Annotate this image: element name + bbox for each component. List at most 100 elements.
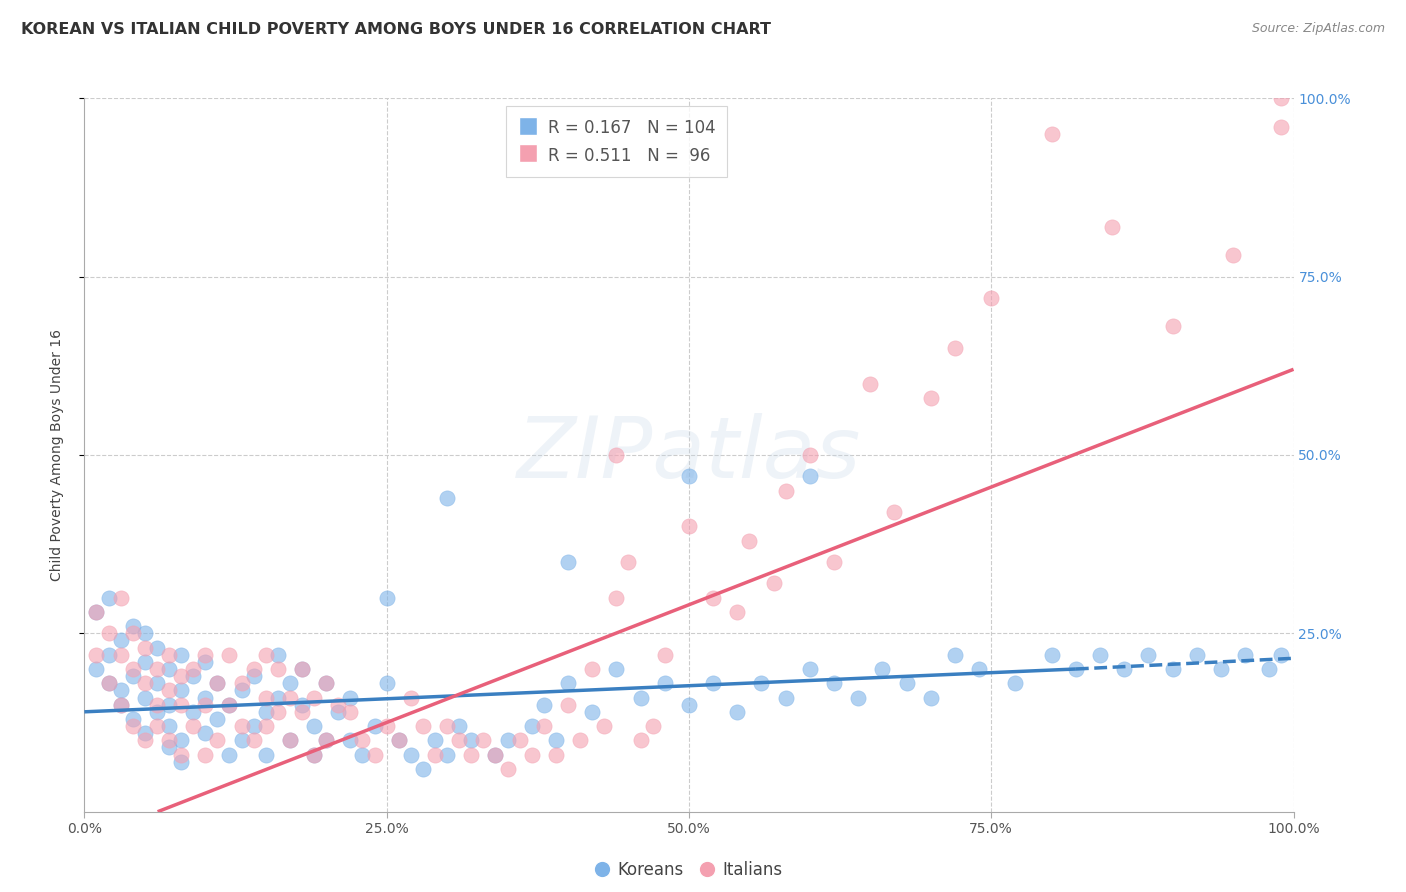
Point (412, 762, 434, 776)
Point (134, 626, 156, 640)
Point (1270, 648, 1292, 662)
Point (725, 605, 748, 619)
Point (1064, 662, 1087, 676)
Point (157, 683, 180, 698)
Point (254, 648, 277, 662)
Point (278, 733, 301, 747)
Point (278, 676, 301, 690)
Point (157, 698, 180, 712)
Point (1222, 248, 1244, 262)
Point (533, 698, 555, 712)
Point (207, 676, 229, 690)
Point (630, 733, 652, 747)
Point (654, 676, 676, 690)
Point (678, 469, 700, 483)
Point (509, 733, 531, 747)
Point (97, 648, 120, 662)
Point (134, 640, 156, 655)
Point (121, 719, 143, 733)
Point (557, 555, 579, 569)
Point (702, 676, 724, 690)
Point (363, 747, 385, 762)
Point (242, 733, 264, 747)
Point (242, 662, 264, 676)
Point (1161, 319, 1184, 334)
Point (134, 690, 156, 705)
Point (254, 719, 277, 733)
Point (363, 719, 385, 733)
Point (449, 719, 471, 733)
Point (496, 762, 519, 776)
Point (544, 733, 567, 747)
Point (97, 591, 120, 605)
Point (110, 591, 132, 605)
Point (194, 648, 217, 662)
Point (146, 676, 169, 690)
Point (399, 747, 422, 762)
Point (146, 662, 169, 676)
Point (267, 662, 290, 676)
Point (520, 719, 543, 733)
Point (170, 648, 193, 662)
Point (302, 690, 325, 705)
Point (339, 690, 361, 705)
Point (1088, 648, 1111, 662)
Text: ZIPatlas: ZIPatlas (517, 413, 860, 497)
Point (207, 733, 229, 747)
Point (194, 726, 217, 740)
Point (267, 705, 290, 719)
Point (242, 669, 264, 683)
Legend: Koreans, Italians: Koreans, Italians (589, 855, 789, 886)
Point (97, 676, 120, 690)
Point (702, 591, 724, 605)
Point (194, 690, 217, 705)
Point (1137, 648, 1160, 662)
Point (581, 705, 603, 719)
Point (181, 719, 204, 733)
Point (352, 747, 374, 762)
Text: KOREAN VS ITALIAN CHILD POVERTY AMONG BOYS UNDER 16 CORRELATION CHART: KOREAN VS ITALIAN CHILD POVERTY AMONG BO… (21, 22, 770, 37)
Point (97, 676, 120, 690)
Point (641, 719, 664, 733)
Point (242, 719, 264, 733)
Point (593, 719, 616, 733)
Point (1161, 662, 1184, 676)
Point (207, 712, 229, 726)
Point (1270, 120, 1292, 134)
Point (375, 719, 398, 733)
Point (799, 448, 821, 462)
Point (134, 655, 156, 669)
Point (134, 676, 156, 690)
Point (86, 662, 108, 676)
Point (678, 698, 700, 712)
Point (1004, 676, 1026, 690)
Point (110, 698, 132, 712)
Point (859, 376, 882, 391)
Point (231, 719, 253, 733)
Point (496, 733, 519, 747)
Point (207, 676, 229, 690)
Point (302, 747, 325, 762)
Point (170, 747, 193, 762)
Point (943, 648, 966, 662)
Point (267, 690, 290, 705)
Text: Source: ZipAtlas.com: Source: ZipAtlas.com (1251, 22, 1385, 36)
Point (278, 733, 301, 747)
Point (605, 448, 627, 462)
Point (218, 698, 240, 712)
Point (967, 662, 990, 676)
Point (823, 676, 845, 690)
Point (460, 747, 482, 762)
Point (121, 626, 143, 640)
Point (472, 733, 495, 747)
Point (799, 469, 821, 483)
Point (1101, 219, 1123, 234)
Point (86, 605, 108, 619)
Point (254, 747, 277, 762)
Point (762, 576, 785, 591)
Point (170, 669, 193, 683)
Point (110, 683, 132, 698)
Point (581, 662, 603, 676)
Point (920, 391, 942, 405)
Point (399, 690, 422, 705)
